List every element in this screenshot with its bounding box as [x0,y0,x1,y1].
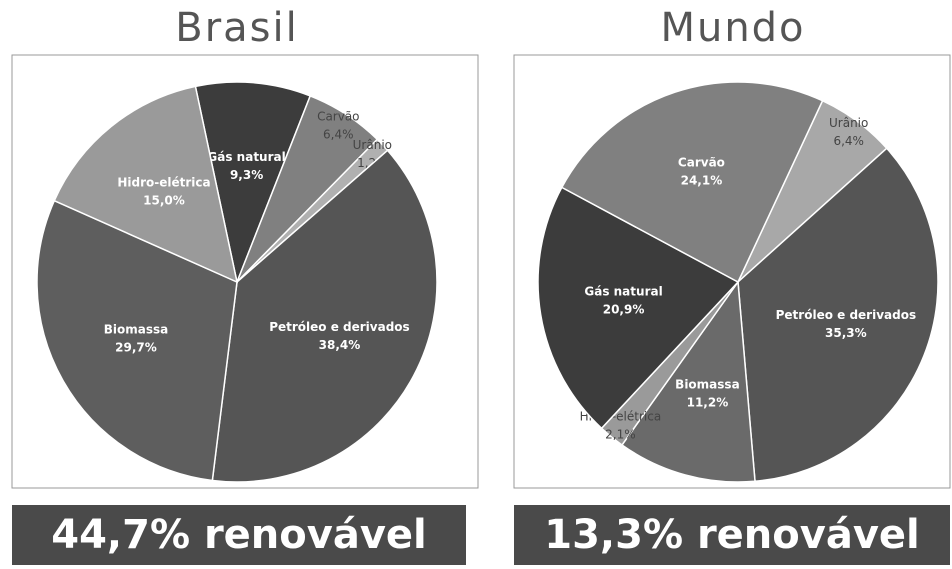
chart-title: Mundo [660,5,805,51]
footer-banner [514,505,950,565]
slice-value: 2,1% [605,428,636,442]
slice-category: Carvão [317,110,359,124]
pie-slice [620,279,756,483]
pie-slice [737,147,939,483]
chart-title: Brasil [175,5,298,51]
slice-value: 38,4% [319,338,361,352]
pie-slice [211,149,438,483]
pie-slice [560,81,824,284]
footer-text: 44,7% renovável [51,512,427,558]
slice-value: 24,1% [681,173,723,187]
slice-value: 35,3% [825,326,867,340]
slice-category: Petróleo e derivados [269,320,409,334]
slice-value: 29,7% [115,341,157,355]
slice-category: Petróleo e derivados [776,308,916,322]
slice-category: Carvão [678,155,725,169]
footer-banner [12,505,466,565]
pie-slice [36,199,238,482]
pie-slice [194,81,312,285]
slice-value: 6,4% [323,128,354,142]
slice-value: 20,9% [603,302,645,316]
slice-category: Gás natural [207,150,285,164]
slice-value: 9,3% [230,168,263,182]
slice-value: 11,2% [687,395,729,409]
slice-value: 6,4% [833,134,864,148]
slice-category: Biomassa [104,323,169,337]
slice-category: Hidro-elétrica [117,175,210,189]
slice-category: Biomassa [675,377,740,391]
slice-value: 15,0% [143,193,185,207]
footer-text: 13,3% renovável [544,512,920,558]
pie-slice [53,85,239,284]
slice-category: Urânio [353,138,392,152]
pie-slice [537,186,740,430]
slice-category: Gás natural [584,284,662,298]
slice-category: Urânio [829,116,868,130]
